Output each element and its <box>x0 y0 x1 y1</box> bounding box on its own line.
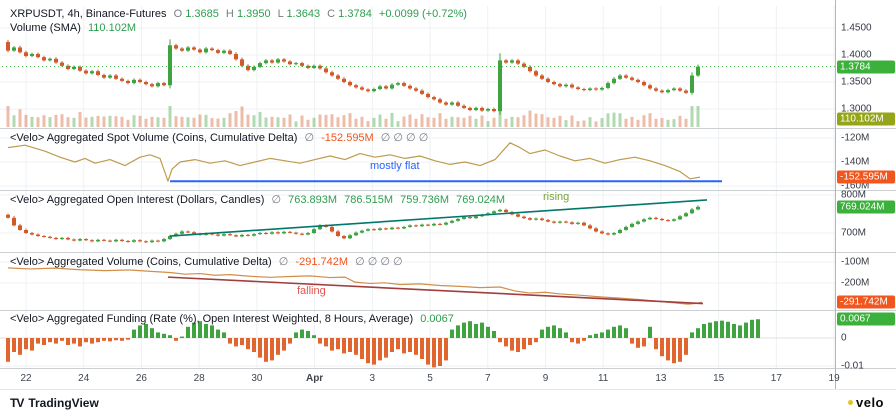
spot-volume-study-title[interactable]: <Velo> Aggregated Spot Volume (Coins, Cu… <box>10 132 298 144</box>
open-interest-open-value: 763.893M <box>288 194 338 206</box>
ohlc-high-value: 1.3950 <box>236 8 271 20</box>
time-axis-label: 5 <box>427 373 433 384</box>
y-axis-tick: -200M <box>841 277 870 289</box>
time-axis-label: 3 <box>369 373 376 384</box>
price-badge: 769.024M <box>837 200 895 214</box>
open-interest-low-value: 759.736M <box>400 194 450 206</box>
volume-delta-study-row: <Velo> Aggregated Volume (Coins, Cumulat… <box>10 255 407 268</box>
spot-volume-line <box>7 142 701 182</box>
volume-study-title[interactable]: Volume (SMA) <box>10 22 81 34</box>
price-badge: 1.3784 <box>837 60 895 74</box>
time-axis-label: 30 <box>251 373 263 384</box>
y-axis-tick: -0.01 <box>841 360 864 372</box>
time-axis-label: 7 <box>484 373 491 384</box>
ohlc-low-value: 1.3643 <box>286 8 321 20</box>
chart-canvas[interactable] <box>0 0 896 389</box>
price-badge: 0.0067 <box>837 312 895 326</box>
spot-volume-study-row: <Velo> Aggregated Spot Volume (Coins, Cu… <box>10 131 432 144</box>
y-axis-tick: 0 <box>841 332 847 344</box>
velo-logo-text: velo <box>855 395 884 410</box>
y-axis-tick: -100M <box>841 256 870 268</box>
price-candles-bodies <box>6 42 700 112</box>
ohlc-change-value: +0.0099 (+0.72%) <box>378 8 467 20</box>
time-axis-label: 24 <box>78 373 90 384</box>
annotation-mostly-flat[interactable]: mostly flat <box>370 160 420 172</box>
velo-logo-dot-icon <box>847 400 853 405</box>
time-axis-label: 13 <box>655 373 667 384</box>
spot-volume-null-prefix: ∅ <box>304 132 315 144</box>
velo-logo: velo <box>847 395 884 410</box>
open-interest-close-value: 769.024M <box>456 194 506 206</box>
y-axis-tick: 700M <box>841 227 867 239</box>
volume-study-row: Volume (SMA) 110.102M <box>10 22 140 34</box>
y-axis-tick: -120M <box>841 132 870 144</box>
y-axis-tick: 1.3500 <box>841 76 872 88</box>
trendline-rising[interactable] <box>169 199 708 237</box>
tradingview-logo-text: TradingView <box>28 395 99 410</box>
ohlc-close-label: C <box>327 8 336 20</box>
y-axis-tick: 1.4500 <box>841 22 872 34</box>
ohlc-low-label: L <box>277 8 284 20</box>
price-badge: -152.595M <box>837 170 895 184</box>
y-axis-tick: -160M <box>841 180 870 192</box>
time-axis-label: Apr <box>305 373 324 384</box>
open-interest-high-value: 786.515M <box>344 194 394 206</box>
price-badge: 110.102M <box>837 112 895 126</box>
y-axis-tick: 1.4000 <box>841 49 872 61</box>
open-interest-candles <box>6 205 700 243</box>
price-badge: -291.742M <box>837 295 895 309</box>
funding-bars <box>6 319 760 368</box>
ohlc-high-label: H <box>225 8 234 20</box>
spot-volume-null-suffix: ∅ ∅ ∅ ∅ <box>380 132 429 144</box>
funding-study-title[interactable]: <Velo> Aggregated Funding (Rate (%), Ope… <box>10 313 414 325</box>
time-axis-label: 28 <box>193 373 205 384</box>
volume-delta-line <box>7 267 703 305</box>
price-volume-bars <box>6 106 700 127</box>
y-axis-tick: 800M <box>841 189 867 201</box>
time-axis-label: 11 <box>597 373 609 384</box>
volume-delta-study-value: -291.742M <box>295 256 349 268</box>
time-axis-label: 17 <box>770 373 782 384</box>
time-axis-label: 22 <box>20 373 32 384</box>
ohlc-open-value: 1.3685 <box>185 8 219 20</box>
open-interest-study-row: <Velo> Aggregated Open Interest (Dollars… <box>10 193 509 206</box>
open-interest-study-title[interactable]: <Velo> Aggregated Open Interest (Dollars… <box>10 194 265 206</box>
footer-bar: TV TradingView velo <box>0 389 896 414</box>
time-axis-label: 26 <box>135 373 147 384</box>
ohlc-open-label: O <box>173 8 183 20</box>
annotation-falling[interactable]: falling <box>297 285 326 297</box>
y-axis-tick: 1.3000 <box>841 103 872 115</box>
ohlc-close-value: 1.3784 <box>338 8 372 20</box>
time-axis-label: 9 <box>542 373 549 384</box>
annotation-rising[interactable]: rising <box>543 191 570 203</box>
volume-delta-study-title[interactable]: <Velo> Aggregated Volume (Coins, Cumulat… <box>10 256 272 268</box>
time-axis-label: 19 <box>828 373 840 384</box>
tradingview-logo[interactable]: TV TradingView <box>10 396 99 410</box>
y-axis-tick: -140M <box>841 156 870 168</box>
open-interest-null-prefix: ∅ <box>271 194 282 206</box>
time-axis-label: 15 <box>713 373 725 384</box>
funding-study-row: <Velo> Aggregated Funding (Rate (%), Ope… <box>10 313 458 325</box>
funding-study-value: 0.0067 <box>420 313 454 325</box>
spot-volume-study-value: -152.595M <box>321 132 374 144</box>
symbol-info-row: XRPUSDT, 4h, Binance-Futures O 1.3685 H … <box>10 8 471 20</box>
volume-study-value: 110.102M <box>87 22 137 34</box>
symbol-title[interactable]: XRPUSDT, 4h, Binance-Futures <box>10 8 167 20</box>
volume-delta-null-prefix: ∅ <box>278 256 289 268</box>
trendline-falling[interactable] <box>167 276 704 305</box>
volume-delta-null-suffix: ∅ ∅ ∅ ∅ <box>355 256 403 268</box>
tradingview-logo-icon: TV <box>10 395 24 410</box>
